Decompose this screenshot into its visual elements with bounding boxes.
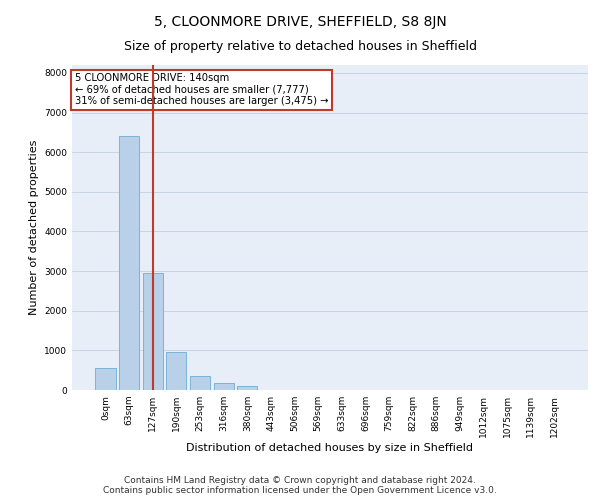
Bar [95,368,116,390]
Bar [119,136,139,390]
Text: 5 CLOONMORE DRIVE: 140sqm
← 69% of detached houses are smaller (7,777)
31% of se: 5 CLOONMORE DRIVE: 140sqm ← 69% of detac… [74,73,328,106]
Bar [143,273,163,390]
Bar [237,386,257,390]
Bar [166,352,187,390]
Text: 5, CLOONMORE DRIVE, SHEFFIELD, S8 8JN: 5, CLOONMORE DRIVE, SHEFFIELD, S8 8JN [154,15,446,29]
Bar [190,376,210,390]
Text: Size of property relative to detached houses in Sheffield: Size of property relative to detached ho… [124,40,476,53]
Text: Contains HM Land Registry data © Crown copyright and database right 2024.
Contai: Contains HM Land Registry data © Crown c… [103,476,497,495]
Bar [214,383,234,390]
Y-axis label: Number of detached properties: Number of detached properties [29,140,38,315]
X-axis label: Distribution of detached houses by size in Sheffield: Distribution of detached houses by size … [187,442,473,452]
